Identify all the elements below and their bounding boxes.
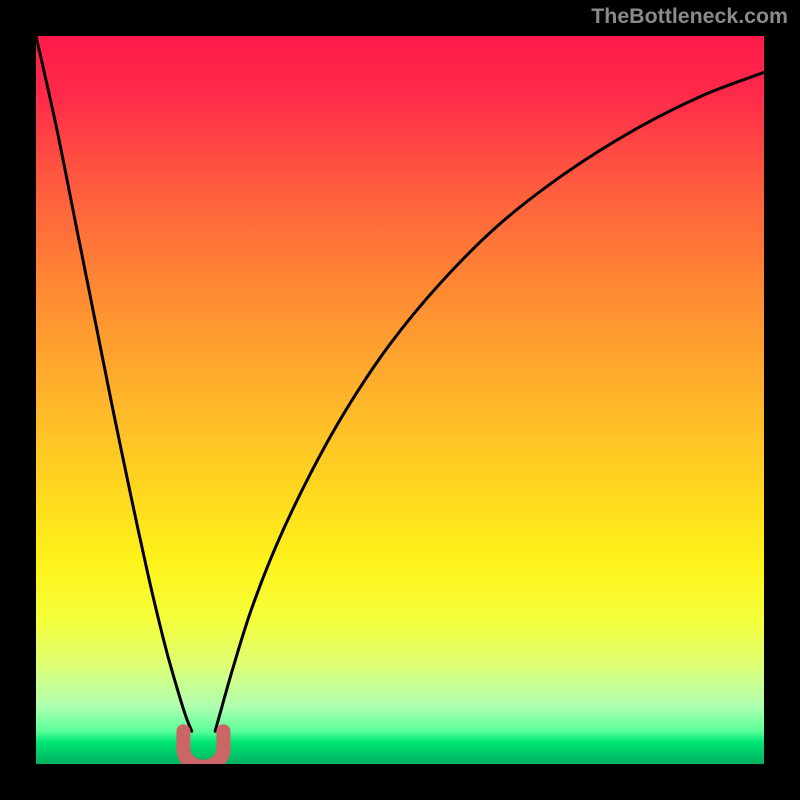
chart-plot-area — [36, 36, 764, 764]
bottleneck-chart — [0, 0, 800, 800]
chart-container: TheBottleneck.com — [0, 0, 800, 800]
